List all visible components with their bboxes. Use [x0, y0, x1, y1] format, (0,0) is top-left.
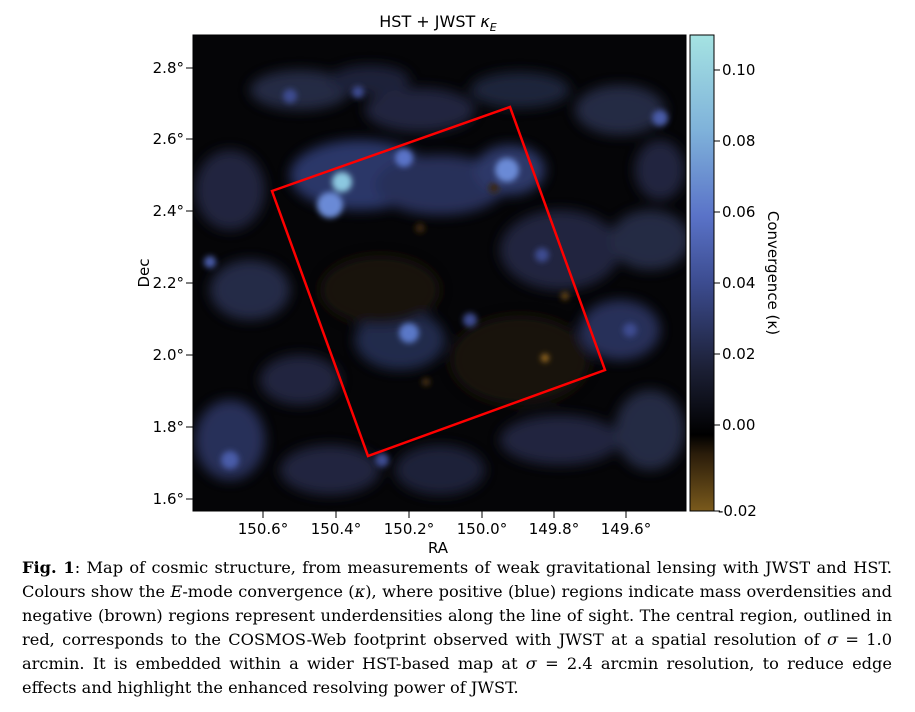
- colorbar-tick-label: 0.08: [722, 132, 755, 150]
- colorbar-tick-label: 0.00: [722, 416, 755, 434]
- heatmap-structures: [195, 65, 686, 495]
- caption-italic: σ: [826, 630, 839, 649]
- caption-text: -mode convergence (: [182, 582, 355, 601]
- jwst-footprint-outline: [270, 105, 607, 458]
- colorbar-tick-label: 0.06: [722, 203, 755, 221]
- y-tick-label: 2.6°: [153, 130, 184, 148]
- caption-label: Fig. 1: [22, 558, 75, 577]
- colorbar-tick-label: 0.10: [722, 61, 755, 79]
- y-tick-label: 1.6°: [153, 490, 184, 508]
- colorbar-gradient: [689, 34, 715, 512]
- plot-frame: [192, 34, 687, 512]
- colorbar-tick-label: 0.04: [722, 274, 755, 292]
- caption-text: = 1.0 arcmin. It is embedded within a wi…: [22, 630, 892, 673]
- figure-caption: Fig. 1: Map of cosmic structure, from me…: [22, 556, 892, 700]
- x-tick-label: 149.6°: [601, 520, 651, 538]
- caption-italic: κ: [354, 582, 366, 601]
- plot-title: HST + JWST κE: [379, 12, 497, 34]
- y-axis: 2.8° 2.6° 2.4° 2.2° 2.0° 1.8° 1.6° Dec: [135, 59, 193, 508]
- y-tick-label: 1.8°: [153, 418, 184, 436]
- y-axis-label: Dec: [135, 258, 153, 287]
- x-axis: 150.6° 150.4° 150.2° 150.0° 149.8° 149.6…: [238, 511, 651, 557]
- x-tick-label: 149.8°: [529, 520, 579, 538]
- y-tick-label: 2.2°: [153, 274, 184, 292]
- colorbar-tick-label: -0.02: [718, 502, 757, 520]
- y-tick-label: 2.4°: [153, 202, 184, 220]
- x-tick-label: 150.2°: [384, 520, 434, 538]
- caption-text: ), where positive (blue) regions indicat…: [22, 582, 892, 649]
- colorbar: 0.10 0.08 0.06 0.04 0.02 0.00 -0.02 Conv…: [689, 34, 782, 520]
- x-axis-label: RA: [428, 539, 449, 557]
- caption-text: = 2.4 arcmin resolution, to reduce edge …: [22, 654, 892, 697]
- y-tick-label: 2.0°: [153, 346, 184, 364]
- x-tick-label: 150.0°: [457, 520, 507, 538]
- caption-italic: E: [170, 582, 183, 601]
- y-tick-label: 2.8°: [153, 59, 184, 77]
- x-tick-label: 150.6°: [238, 520, 288, 538]
- colorbar-label: Convergence (κ): [764, 211, 782, 335]
- convergence-map-figure: HST + JWST κE: [135, 12, 782, 557]
- caption-text: : Map of cosmic structure, from measurem…: [22, 558, 893, 601]
- colorbar-tick-label: 0.02: [722, 345, 755, 363]
- caption-italic: σ: [525, 654, 537, 673]
- x-tick-label: 150.4°: [311, 520, 361, 538]
